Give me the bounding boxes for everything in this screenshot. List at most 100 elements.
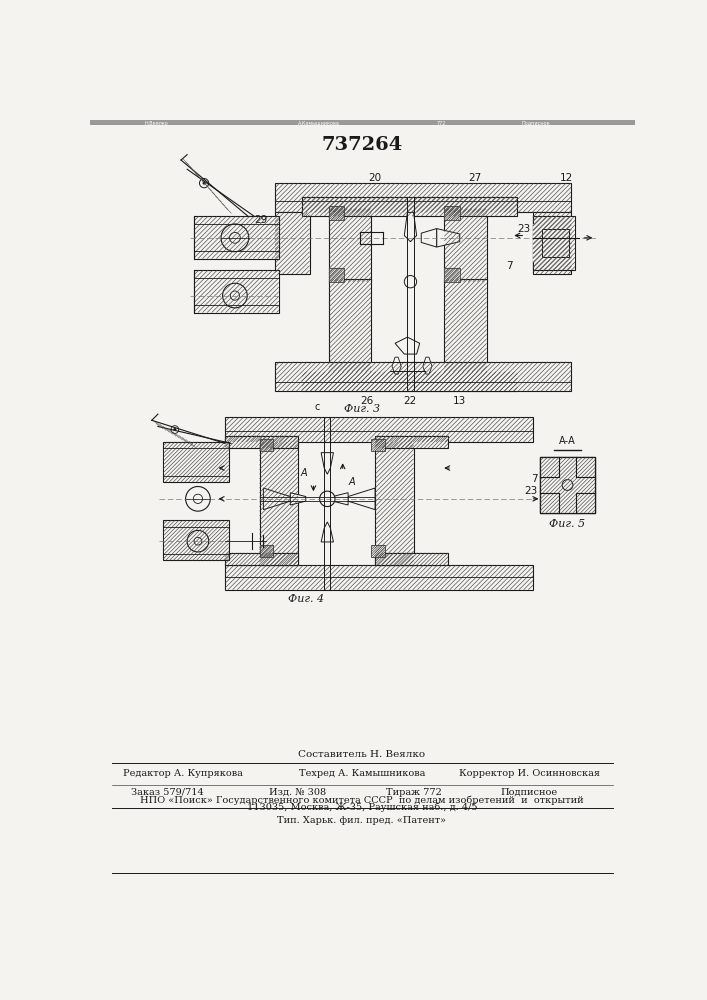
- Circle shape: [562, 480, 573, 490]
- Bar: [194, 270, 279, 312]
- Circle shape: [199, 179, 209, 188]
- Bar: [329, 268, 344, 282]
- Bar: [225, 417, 533, 442]
- Text: 20: 20: [368, 173, 382, 183]
- Text: 27: 27: [469, 173, 481, 183]
- Polygon shape: [437, 229, 460, 247]
- Bar: [371, 439, 385, 451]
- Text: НПО «Поиск» Государственного комитета СССР  по делам изобретений  и  открытий: НПО «Поиск» Государственного комитета СС…: [140, 795, 584, 805]
- Circle shape: [221, 224, 249, 252]
- Bar: [163, 520, 229, 560]
- Bar: [533, 216, 575, 270]
- Bar: [375, 436, 448, 448]
- Bar: [225, 436, 298, 448]
- Text: 22: 22: [403, 396, 416, 406]
- Bar: [444, 268, 460, 282]
- Bar: [302, 197, 518, 216]
- Bar: [302, 197, 518, 216]
- Polygon shape: [333, 493, 348, 505]
- Bar: [259, 545, 274, 557]
- Text: 7: 7: [506, 261, 513, 271]
- Bar: [444, 209, 486, 282]
- Bar: [375, 436, 448, 448]
- Bar: [444, 206, 460, 220]
- Text: Редактор А. Купрякова: Редактор А. Купрякова: [122, 769, 243, 778]
- Text: 772: 772: [437, 121, 446, 126]
- Bar: [194, 278, 279, 305]
- Circle shape: [186, 487, 210, 511]
- Circle shape: [194, 537, 201, 545]
- Polygon shape: [421, 229, 437, 247]
- Bar: [444, 209, 486, 282]
- Circle shape: [230, 291, 240, 300]
- Text: A: A: [301, 468, 308, 478]
- Polygon shape: [395, 337, 420, 354]
- Polygon shape: [423, 357, 432, 374]
- Polygon shape: [348, 488, 375, 510]
- Text: Техред А. Камышникова: Техред А. Камышникова: [299, 769, 425, 778]
- Circle shape: [230, 232, 240, 243]
- Polygon shape: [291, 493, 305, 505]
- Bar: [329, 279, 371, 372]
- Bar: [194, 270, 279, 312]
- Bar: [329, 268, 344, 282]
- Text: 23: 23: [525, 486, 537, 496]
- Bar: [225, 565, 533, 590]
- Bar: [371, 545, 385, 557]
- Text: А-А: А-А: [559, 436, 576, 446]
- Text: 13: 13: [453, 396, 467, 406]
- Text: Подписное: Подписное: [521, 121, 550, 126]
- Text: Фиг. 5: Фиг. 5: [549, 519, 585, 529]
- Bar: [533, 224, 575, 262]
- Bar: [329, 206, 344, 220]
- Polygon shape: [404, 212, 416, 242]
- Text: 12: 12: [559, 173, 573, 183]
- Bar: [540, 477, 595, 493]
- Text: 23: 23: [518, 224, 531, 234]
- Bar: [259, 439, 274, 451]
- Text: 7: 7: [531, 474, 537, 484]
- Bar: [275, 183, 571, 212]
- Circle shape: [187, 530, 209, 552]
- Circle shape: [173, 428, 176, 431]
- Bar: [194, 216, 279, 259]
- Polygon shape: [321, 522, 334, 542]
- Text: 737264: 737264: [321, 136, 402, 154]
- Bar: [259, 442, 298, 565]
- Bar: [371, 439, 385, 451]
- Text: Фиг. 3: Фиг. 3: [344, 404, 380, 414]
- Bar: [444, 279, 486, 372]
- Bar: [164, 527, 228, 554]
- Text: Тираж 772: Тираж 772: [385, 788, 441, 797]
- Polygon shape: [321, 453, 334, 474]
- Circle shape: [171, 426, 179, 433]
- Circle shape: [203, 182, 206, 185]
- Bar: [275, 362, 571, 391]
- Bar: [225, 553, 298, 565]
- Text: Изд. № 308: Изд. № 308: [269, 788, 327, 797]
- Bar: [559, 457, 576, 513]
- Bar: [163, 520, 229, 560]
- Bar: [375, 442, 414, 565]
- Bar: [275, 212, 310, 274]
- Bar: [375, 553, 448, 565]
- Text: с: с: [315, 402, 320, 412]
- Bar: [194, 216, 279, 259]
- Bar: [540, 457, 595, 513]
- Text: Фиг. 4: Фиг. 4: [288, 594, 324, 604]
- Bar: [444, 279, 486, 372]
- Text: Составитель Н. Веялко: Составитель Н. Веялко: [298, 750, 426, 759]
- Text: Н.Веялко: Н.Веялко: [144, 121, 168, 126]
- Circle shape: [193, 494, 203, 503]
- Bar: [540, 457, 595, 513]
- Bar: [275, 183, 571, 212]
- Bar: [329, 206, 344, 220]
- Bar: [533, 212, 571, 274]
- Bar: [225, 565, 533, 590]
- Bar: [533, 216, 575, 270]
- Text: А.Камышникова: А.Камышникова: [298, 121, 340, 126]
- Bar: [90, 120, 635, 125]
- Bar: [225, 436, 298, 448]
- Bar: [533, 212, 571, 274]
- Text: Тип. Харьк. фил. пред. «Патент»: Тип. Харьк. фил. пред. «Патент»: [277, 816, 446, 825]
